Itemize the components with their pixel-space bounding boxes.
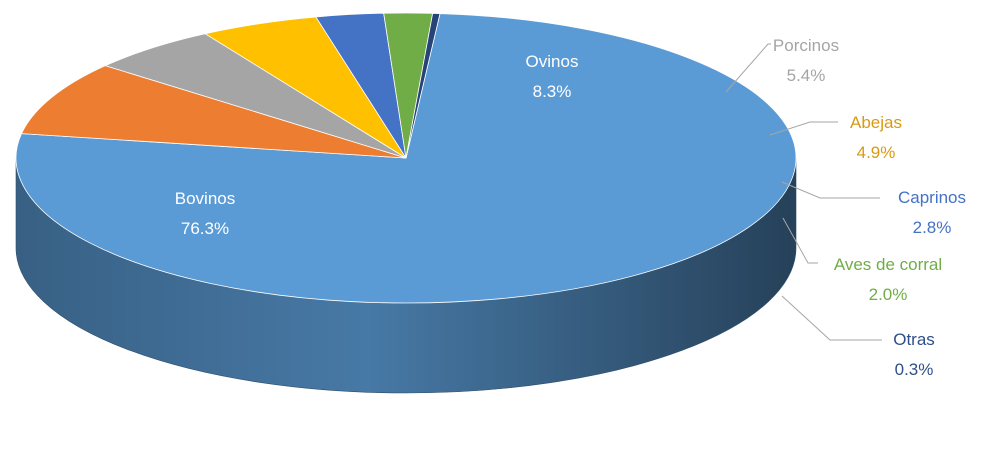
leader-line-otras [781, 295, 882, 341]
slice-label-caprinos: Caprinos [898, 188, 966, 207]
slice-label-aves-de-corral: Aves de corral [834, 255, 942, 274]
pie-data-labels: Bovinos 76.3% Ovinos 8.3% Porcinos 5.4% Abejas… [175, 36, 966, 379]
slice-label-abejas: Abejas [850, 113, 902, 132]
leader-line-caprinos [781, 181, 880, 199]
slice-value-bovinos: 76.3% [181, 219, 229, 238]
slice-value-abejas: 4.9% [857, 143, 896, 162]
slice-value-caprinos: 2.8% [913, 218, 952, 237]
leader-line-abejas [769, 121, 838, 136]
pie-slice-otras [405, 12, 441, 159]
slice-label-ovinos: Ovinos [526, 52, 579, 71]
leader-line-aves-de-corral [782, 217, 818, 264]
pie-top-faces [15, 12, 797, 304]
slice-value-ovinos: 8.3% [533, 82, 572, 101]
leader-line-porcinos [725, 43, 771, 93]
slice-value-porcinos: 5.4% [787, 66, 826, 85]
slice-label-otras: Otras [893, 330, 935, 349]
slice-value-otras: 0.3% [895, 360, 934, 379]
slice-label-bovinos: Bovinos [175, 189, 235, 208]
pie-slice-ovinos [21, 65, 407, 159]
pie-slice-porcinos [104, 33, 407, 159]
slice-label-porcinos: Porcinos [773, 36, 839, 55]
slice-value-aves-de-corral: 2.0% [869, 285, 908, 304]
